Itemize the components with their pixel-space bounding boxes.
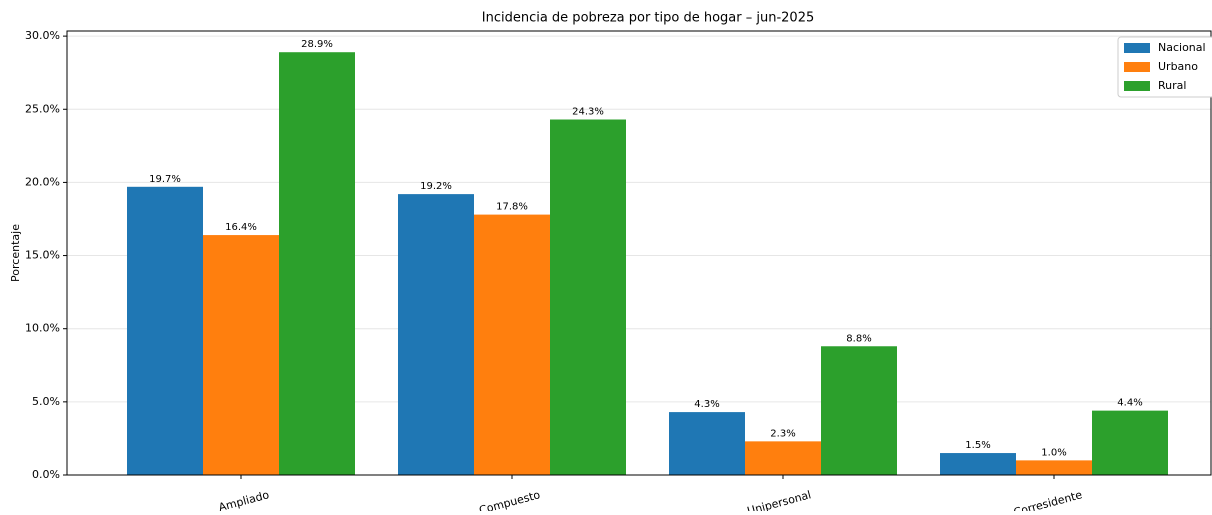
bar <box>398 194 474 475</box>
value-label: 19.7% <box>149 174 181 185</box>
y-tick-label: 20.0% <box>25 175 60 188</box>
bar <box>203 235 279 475</box>
x-tick-label: Ampliado <box>217 488 271 511</box>
y-tick-label: 10.0% <box>25 322 60 335</box>
x-tick-label: Unipersonal <box>746 488 813 511</box>
bar <box>669 412 745 475</box>
y-tick-label: 0.0% <box>32 468 60 481</box>
legend-label: Nacional <box>1158 41 1206 54</box>
value-label: 8.8% <box>846 333 871 344</box>
value-label: 2.3% <box>770 428 795 439</box>
bar <box>279 52 355 475</box>
y-tick-label: 25.0% <box>25 102 60 115</box>
bar <box>940 453 1016 475</box>
bar <box>745 441 821 475</box>
bar <box>1092 410 1168 475</box>
chart-title: Incidencia de pobreza por tipo de hogar … <box>482 11 815 26</box>
x-tick-label: Corresidente <box>1012 488 1084 511</box>
axes-frame <box>66 30 1212 476</box>
legend: Nacional Urbano Rural <box>1117 36 1212 98</box>
legend-label: Urbano <box>1158 60 1198 73</box>
value-label: 1.0% <box>1041 447 1066 458</box>
y-axis-label: Porcentaje <box>9 224 22 282</box>
x-tick-label: Compuesto <box>478 488 542 511</box>
value-label: 19.2% <box>420 181 452 192</box>
bar <box>127 186 203 475</box>
value-label: 28.9% <box>301 39 333 50</box>
bar <box>550 119 626 475</box>
value-label: 17.8% <box>496 202 528 213</box>
value-label: 16.4% <box>225 222 257 233</box>
legend-swatch <box>1124 43 1150 53</box>
legend-label: Rural <box>1158 79 1186 92</box>
bar <box>821 346 897 475</box>
bar <box>474 214 550 475</box>
value-label: 4.4% <box>1117 398 1142 409</box>
legend-swatch <box>1124 81 1150 91</box>
bar <box>1016 460 1092 475</box>
y-tick-label: 5.0% <box>32 395 60 408</box>
y-tick-label: 15.0% <box>25 249 60 262</box>
y-tick-label: 30.0% <box>25 29 60 42</box>
value-label: 24.3% <box>572 107 604 118</box>
value-label: 1.5% <box>965 440 990 451</box>
value-label: 4.3% <box>694 399 719 410</box>
legend-swatch <box>1124 62 1150 72</box>
